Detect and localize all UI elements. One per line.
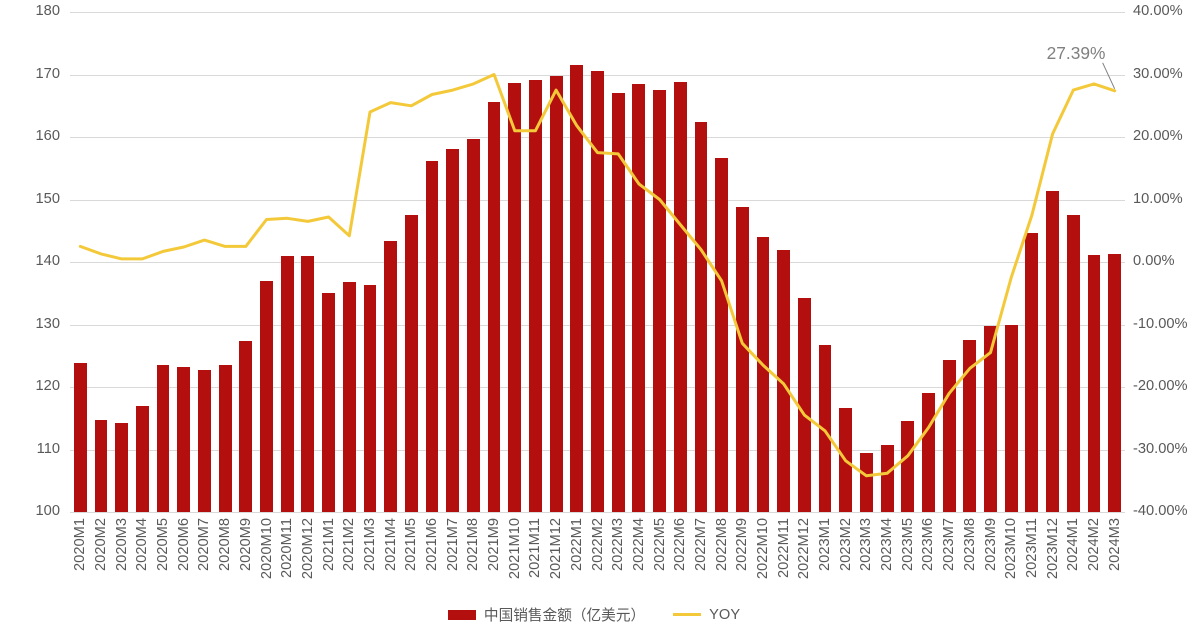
legend-item-line: YOY xyxy=(673,607,740,623)
legend-swatch-line-icon xyxy=(673,613,701,616)
legend-item-bar: 中国销售金额（亿美元） xyxy=(448,604,645,625)
legend-label-bar: 中国销售金额（亿美元） xyxy=(484,604,645,625)
legend: 中国销售金额（亿美元） YOY xyxy=(0,604,1188,625)
legend-swatch-bar-icon xyxy=(448,610,476,620)
callout-leader-line xyxy=(1103,63,1115,89)
legend-label-line: YOY xyxy=(709,607,740,623)
combo-chart: 100110120130140150160170180 -40.00%-30.0… xyxy=(0,0,1188,639)
callout-leader xyxy=(0,0,1188,639)
